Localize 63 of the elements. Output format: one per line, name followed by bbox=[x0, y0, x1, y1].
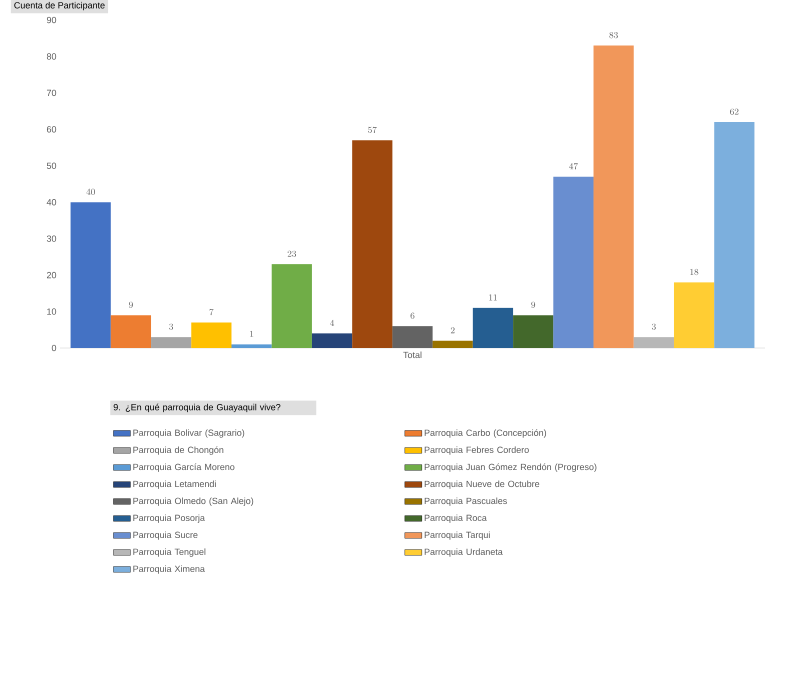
bar bbox=[432, 340, 473, 348]
legend-label: Parroquia Tarqui bbox=[424, 531, 490, 540]
legend-title: 9. ¿En qué parroquia de Guayaquil vive? bbox=[114, 404, 280, 412]
bar bbox=[472, 308, 514, 348]
legend-label: Parroquia Bolivar (Sagrario) bbox=[133, 429, 244, 438]
y-tick-label: 50 bbox=[46, 162, 56, 169]
bar bbox=[594, 46, 634, 348]
y-tick-label: 10 bbox=[47, 308, 56, 315]
bar bbox=[553, 176, 594, 348]
legend-label: Parroquia Sucre bbox=[133, 531, 198, 540]
legend-label: Parroquia Juan Gómez Rendón (Progreso) bbox=[424, 463, 596, 472]
data-label: 62 bbox=[730, 108, 738, 115]
bar bbox=[392, 326, 433, 348]
legend-label: Parroquia Letamendi bbox=[133, 480, 216, 489]
data-label: 4 bbox=[330, 320, 334, 326]
data-label: 57 bbox=[368, 126, 377, 133]
data-label: 9 bbox=[531, 302, 536, 308]
bar bbox=[191, 322, 232, 348]
bar bbox=[272, 264, 312, 348]
y-tick-label: 30 bbox=[46, 235, 56, 242]
bar bbox=[352, 140, 392, 348]
bar bbox=[312, 333, 352, 348]
data-label: 40 bbox=[86, 188, 95, 195]
bar bbox=[513, 315, 554, 348]
legend-label: Parroquia Urdaneta bbox=[424, 548, 503, 557]
data-label: 23 bbox=[288, 250, 296, 257]
data-label: 9 bbox=[129, 302, 133, 308]
data-label: 11 bbox=[489, 294, 497, 300]
bar bbox=[110, 315, 152, 348]
y-tick-label: 70 bbox=[46, 90, 56, 96]
x-tick-label: Total bbox=[403, 352, 422, 358]
legend-label: Parroquia de Chongón bbox=[133, 446, 224, 455]
bar bbox=[70, 202, 111, 348]
legend-label: Parroquia Pascuales bbox=[424, 497, 507, 506]
bar bbox=[714, 122, 754, 348]
legend-label: Parroquia Ximena bbox=[133, 565, 205, 574]
y-tick-label: 90 bbox=[46, 16, 56, 24]
data-label: 1 bbox=[250, 330, 254, 337]
legend-label: Parroquia Posorja bbox=[133, 514, 205, 523]
bar bbox=[674, 282, 714, 348]
legend-label: Parroquia Roca bbox=[424, 514, 487, 523]
data-label: 83 bbox=[609, 32, 618, 38]
data-label: 3 bbox=[169, 324, 174, 330]
data-label: 7 bbox=[210, 308, 214, 316]
legend-label: Parroquia Tenguel bbox=[133, 548, 206, 557]
y-tick-label: 0 bbox=[52, 344, 56, 352]
data-label: 2 bbox=[450, 327, 455, 334]
data-label: 47 bbox=[569, 163, 578, 170]
data-label: 6 bbox=[410, 312, 414, 319]
y-tick-label: 60 bbox=[46, 126, 56, 133]
data-label: 18 bbox=[690, 268, 698, 276]
legend-label: Parroquia Olmedo (San Alejo) bbox=[133, 497, 254, 506]
legend-label: Parroquia Febres Cordero bbox=[424, 446, 529, 455]
chart-title: Cuenta de Participante bbox=[14, 2, 105, 10]
bar bbox=[231, 344, 272, 348]
y-tick-label: 80 bbox=[46, 53, 56, 60]
bar bbox=[151, 337, 192, 348]
legend-label: Parroquia García Moreno bbox=[133, 463, 234, 472]
y-tick-label: 40 bbox=[46, 199, 56, 206]
legend-label: Parroquia Carbo (Concepción) bbox=[424, 429, 546, 438]
data-label: 3 bbox=[652, 324, 656, 330]
y-tick-label: 20 bbox=[46, 272, 56, 278]
legend-label: Parroquia Nueve de Octubre bbox=[424, 480, 540, 489]
